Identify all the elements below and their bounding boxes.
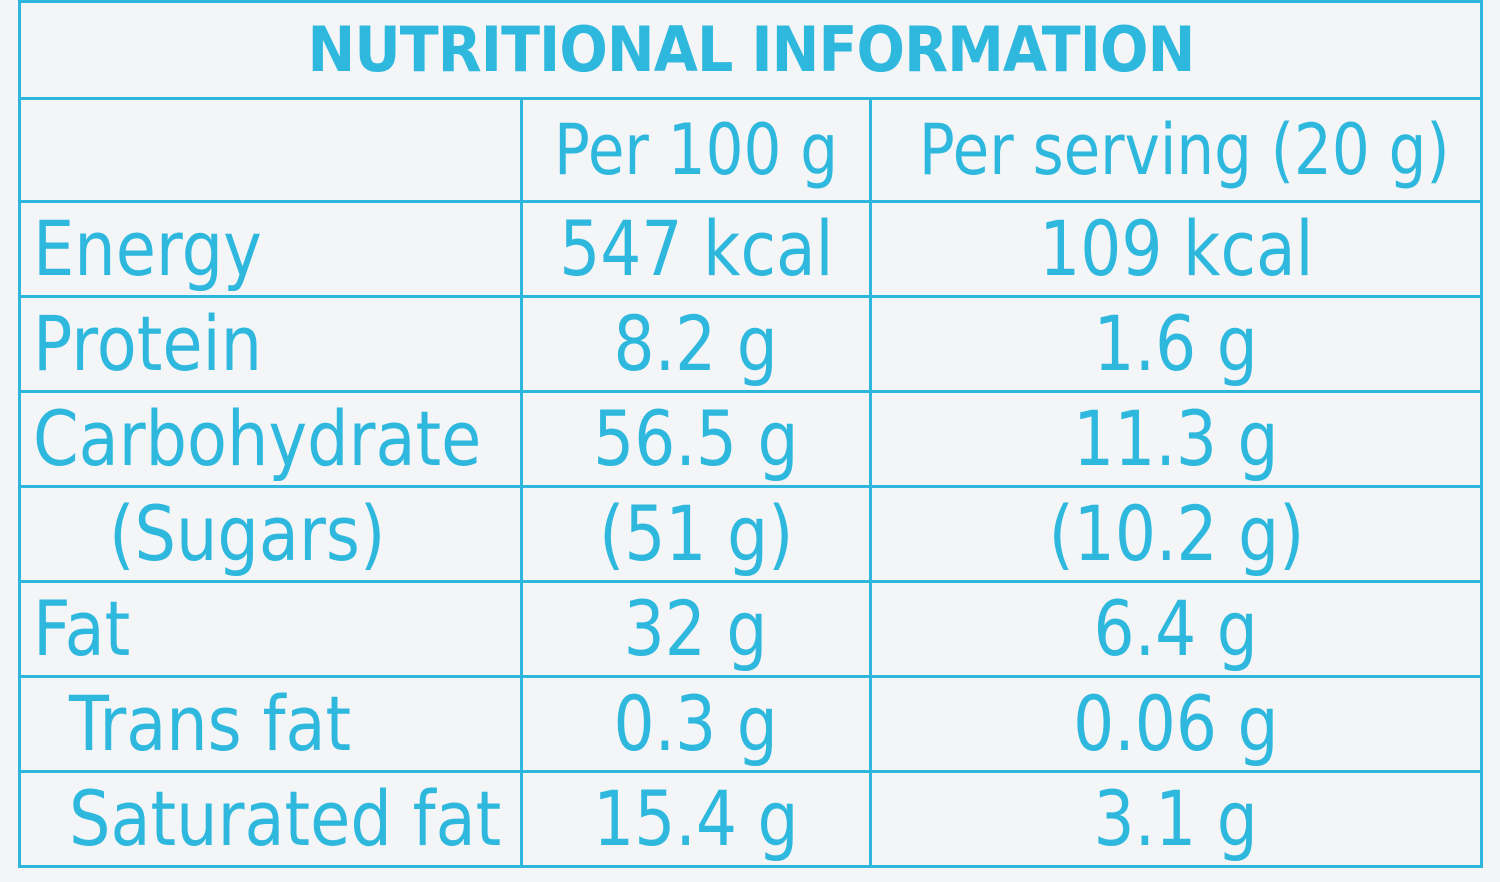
header-row: Per 100 g Per serving (20 g) [18, 97, 1484, 203]
per-100g-value-text: 0.3 g [613, 679, 779, 768]
header-per-100g: Per 100 g [520, 97, 872, 203]
nutrient-name-text: Saturated fat [69, 774, 502, 863]
nutrient-name-text: Fat [33, 584, 131, 673]
nutrient-name: Fat [18, 580, 523, 678]
nutrient-name: Carbohydrate [18, 390, 523, 488]
nutrient-name-text: Protein [33, 299, 263, 388]
nutrition-table: NUTRITIONAL INFORMATION Per 100 g Per se… [17, 0, 1484, 868]
table-title: NUTRITIONAL INFORMATION [17, 0, 1484, 100]
nutrient-name-text: Carbohydrate [33, 394, 482, 483]
per-serving-value-text: 11.3 g [1073, 394, 1279, 483]
header-per-100g-text: Per 100 g [553, 109, 838, 191]
nutrient-name: Trans fat [18, 675, 523, 773]
per-serving-value-text: 109 kcal [1038, 204, 1314, 293]
per-100g-value-text: (51 g) [598, 489, 794, 578]
per-serving-value: 6.4 g [868, 580, 1484, 678]
table-row: Fat 32 g 6.4 g [18, 580, 1484, 678]
per-100g-value-text: 547 kcal [558, 204, 834, 293]
per-100g-value: 15.4 g [520, 770, 872, 868]
per-100g-value-text: 15.4 g [593, 774, 799, 863]
per-serving-value: 3.1 g [868, 770, 1484, 868]
per-serving-value: 0.06 g [868, 675, 1484, 773]
per-serving-value: 109 kcal [868, 200, 1484, 298]
table-row: Carbohydrate 56.5 g 11.3 g [18, 390, 1484, 488]
per-100g-value: (51 g) [520, 485, 872, 583]
per-100g-value-text: 56.5 g [593, 394, 799, 483]
header-per-serving: Per serving (20 g) [868, 97, 1484, 203]
per-100g-value-text: 32 g [624, 584, 768, 673]
nutrient-name: Saturated fat [18, 770, 523, 868]
nutrient-name: Energy [18, 200, 523, 298]
nutrient-name-text: Energy [33, 204, 262, 293]
table-row: (Sugars) (51 g) (10.2 g) [18, 485, 1484, 583]
per-100g-value: 56.5 g [520, 390, 872, 488]
per-serving-value-text: 0.06 g [1073, 679, 1279, 768]
table-row: Protein 8.2 g 1.6 g [18, 295, 1484, 393]
per-serving-value-text: 6.4 g [1093, 584, 1259, 673]
table-row: Energy 547 kcal 109 kcal [18, 200, 1484, 298]
nutrient-name-text: Trans fat [69, 679, 352, 768]
header-blank-cell [18, 97, 523, 203]
table-row: Trans fat 0.3 g 0.06 g [18, 675, 1484, 773]
per-100g-value: 547 kcal [520, 200, 872, 298]
header-per-serving-text: Per serving (20 g) [918, 109, 1450, 191]
per-100g-value: 0.3 g [520, 675, 872, 773]
per-serving-value: 1.6 g [868, 295, 1484, 393]
per-100g-value: 32 g [520, 580, 872, 678]
nutrient-name: Protein [18, 295, 523, 393]
per-serving-value: 11.3 g [868, 390, 1484, 488]
per-serving-value: (10.2 g) [868, 485, 1484, 583]
title-row: NUTRITIONAL INFORMATION [17, 0, 1484, 100]
table-row: Saturated fat 15.4 g 3.1 g [18, 770, 1484, 868]
per-serving-value-text: 1.6 g [1093, 299, 1259, 388]
nutrient-name: (Sugars) [18, 485, 523, 583]
table-title-text: NUTRITIONAL INFORMATION [307, 13, 1195, 86]
nutrient-name-text: (Sugars) [109, 489, 386, 578]
per-serving-value-text: (10.2 g) [1048, 489, 1304, 578]
per-100g-value-text: 8.2 g [613, 299, 779, 388]
per-serving-value-text: 3.1 g [1093, 774, 1259, 863]
per-100g-value: 8.2 g [520, 295, 872, 393]
